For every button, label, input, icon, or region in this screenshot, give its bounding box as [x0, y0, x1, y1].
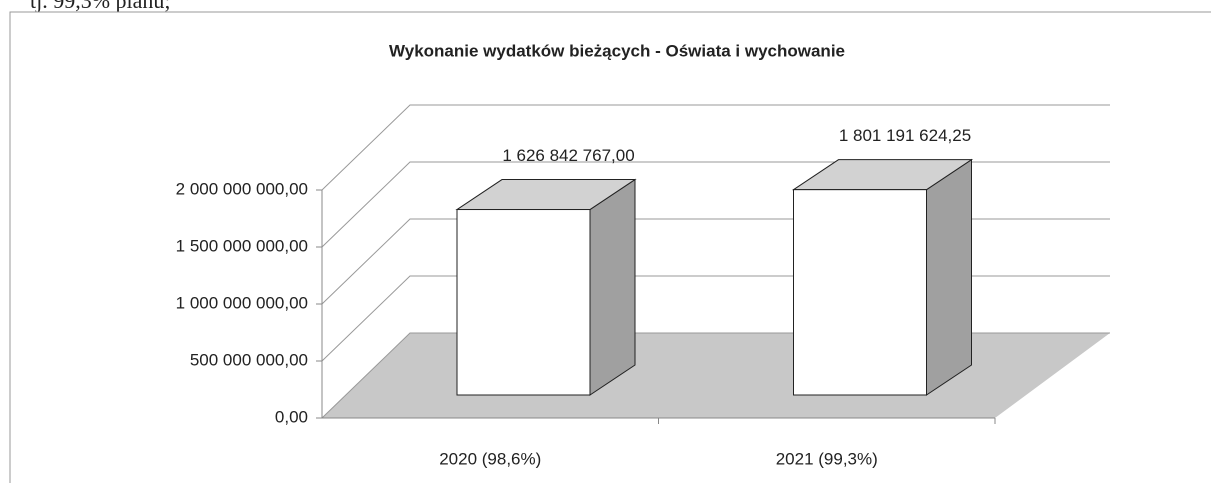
chart-title: Wykonanie wydatków bieżących - Oświata i…: [389, 41, 845, 60]
value-label: 1 801 191 624,25: [839, 126, 971, 145]
grid-line: [321, 218, 1110, 305]
x-tick-label: 2021 (99,3%): [776, 449, 878, 468]
bar-side: [926, 158, 972, 396]
y-tick-label: 1 000 000 000,00: [176, 293, 308, 312]
grid-line: [321, 104, 1110, 191]
y-tick-label: 1 500 000 000,00: [176, 236, 308, 255]
text-above: tj. 99,3% planu;: [30, 0, 171, 13]
y-tick-label: 2 000 000 000,00: [176, 179, 308, 198]
chart-frame: [9, 11, 1211, 483]
bar: [793, 189, 927, 396]
grid-line: [321, 161, 1110, 248]
x-tick-label: 2020 (98,6%): [439, 449, 541, 468]
y-tick-label: 500 000 000,00: [190, 350, 308, 369]
bar: [456, 209, 591, 396]
value-label: 1 626 842 767,00: [502, 146, 634, 165]
floor: [322, 333, 1110, 418]
y-tick-label: 0,00: [275, 407, 308, 426]
bar-side: [589, 178, 636, 396]
